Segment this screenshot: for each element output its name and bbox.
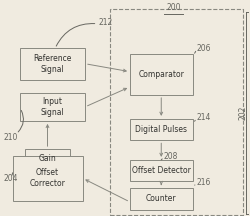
FancyBboxPatch shape [25, 149, 70, 168]
Text: Counter: Counter [146, 194, 176, 203]
Text: Offset Detector: Offset Detector [132, 166, 191, 175]
FancyBboxPatch shape [20, 48, 85, 80]
Text: Comparator: Comparator [138, 70, 184, 79]
FancyBboxPatch shape [130, 54, 192, 95]
FancyBboxPatch shape [20, 93, 85, 121]
FancyBboxPatch shape [130, 119, 192, 140]
Text: 216: 216 [196, 178, 210, 187]
Text: 206: 206 [196, 44, 211, 53]
Text: Digital Pulses: Digital Pulses [135, 125, 187, 134]
Text: 208: 208 [164, 152, 178, 161]
Text: 202: 202 [238, 105, 247, 119]
FancyBboxPatch shape [12, 156, 82, 201]
Text: Offset
Corrector: Offset Corrector [30, 168, 66, 188]
Text: 204: 204 [4, 174, 18, 183]
Text: 200: 200 [166, 3, 181, 12]
FancyBboxPatch shape [130, 160, 192, 181]
Text: 212: 212 [99, 18, 113, 27]
Text: Input
Signal: Input Signal [41, 97, 64, 117]
Text: Reference
Signal: Reference Signal [33, 54, 72, 74]
Text: Gain: Gain [38, 154, 56, 163]
FancyBboxPatch shape [130, 188, 192, 210]
Text: 214: 214 [196, 113, 210, 122]
Text: 210: 210 [4, 133, 18, 142]
